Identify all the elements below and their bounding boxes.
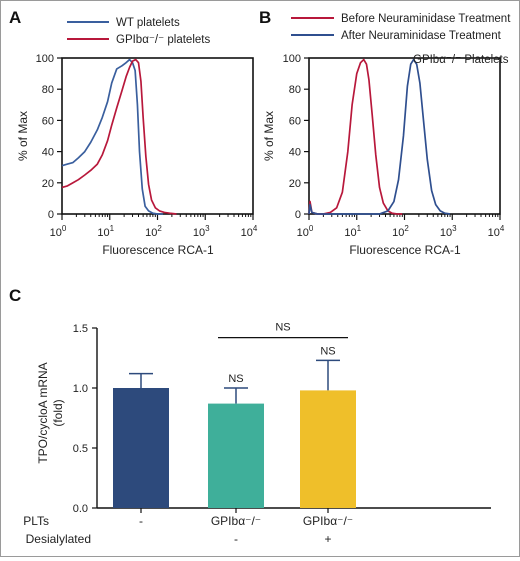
row-label-desialylated: Desialylated bbox=[26, 532, 91, 546]
panel-a-xtick-base-100: 10 bbox=[145, 227, 157, 239]
panel-c-ytick-label-2: 1.0 bbox=[73, 383, 88, 395]
panel-b-ytick-label-0: 0 bbox=[295, 209, 301, 221]
panel-letter-a: A bbox=[9, 8, 21, 27]
panel-a-xtick-exp-10: 1 bbox=[110, 224, 115, 233]
panel-a-ytick-label-60: 60 bbox=[42, 115, 54, 127]
row-label-plts: PLTs bbox=[23, 514, 49, 528]
panel-b-xtick-base-10000: 10 bbox=[488, 227, 500, 239]
legend-label-after: After Neuraminidase Treatment bbox=[341, 30, 502, 42]
panel-a-ytick-label-0: 0 bbox=[48, 209, 54, 221]
panel-c-sig-bracket-label: NS bbox=[275, 322, 290, 334]
panel-b-series-line-0 bbox=[308, 58, 403, 215]
panel-c-bar-0 bbox=[113, 388, 169, 508]
panel-c-ytick-label-3: 1.5 bbox=[73, 323, 88, 335]
panel-b-series bbox=[308, 58, 451, 215]
panel-b-xtick-label-1000: 103 bbox=[440, 224, 457, 239]
panel-b-xtick-exp-1: 0 bbox=[309, 224, 314, 233]
panel-c-plts-value-2: GPIbα⁻/⁻ bbox=[303, 514, 353, 528]
panel-a-ytick-label-20: 20 bbox=[42, 178, 54, 190]
legend-label-before: Before Neuraminidase Treatment bbox=[341, 13, 511, 25]
panel-a-ytick-label-100: 100 bbox=[36, 53, 54, 65]
panel-a-xtick-base-10000: 10 bbox=[241, 227, 253, 239]
panel-b-xtick-exp-1000: 3 bbox=[452, 224, 457, 233]
panel-b-xtick-label-100: 102 bbox=[392, 224, 409, 239]
panel-a-legend: WT platelets GPIbα⁻/⁻ platelets bbox=[67, 17, 210, 46]
panel-b-ylabel: % of Max bbox=[262, 111, 276, 161]
panel-c-plts-value-0: - bbox=[139, 514, 143, 528]
panel-a-xtick-label-10000: 104 bbox=[241, 224, 258, 239]
panel-c-ylabel-line1: TPO/cycloA mRNA bbox=[36, 362, 50, 463]
panel-b-legend: Before Neuraminidase Treatment After Neu… bbox=[291, 13, 511, 42]
panel-b-xtick-exp-10000: 4 bbox=[500, 224, 505, 233]
panel-c-sig-label-0: NS bbox=[228, 373, 243, 385]
panel-a-xtick-exp-10000: 4 bbox=[253, 224, 258, 233]
panel-b-xlabel: Fluorescence RCA-1 bbox=[349, 243, 461, 257]
panel-b-xtick-label-1: 100 bbox=[297, 224, 314, 239]
panel-a-xtick-label-1: 100 bbox=[50, 224, 67, 239]
panel-b-xtick-label-10000: 104 bbox=[488, 224, 505, 239]
panel-a-xtick-base-1000: 10 bbox=[193, 227, 205, 239]
panel-a-series bbox=[61, 58, 177, 215]
panel-a-xtick-base-10: 10 bbox=[97, 227, 109, 239]
panel-a-plot-frame bbox=[61, 57, 254, 215]
panel-b-xtick-base-1000: 10 bbox=[440, 227, 452, 239]
panel-a-xtick-exp-100: 2 bbox=[157, 224, 162, 233]
panel-a-xtick-label-100: 102 bbox=[145, 224, 162, 239]
panel-b-ytick-label-80: 80 bbox=[289, 84, 301, 96]
legend-label-gpib: GPIbα⁻/⁻ platelets bbox=[116, 34, 210, 46]
panel-c-desialylated-value-2: + bbox=[324, 532, 331, 546]
panel-c-sig-label-1: NS bbox=[320, 345, 335, 357]
panel-a-ylabel: % of Max bbox=[16, 111, 30, 161]
panel-b-series-line-1 bbox=[308, 58, 451, 215]
panel-a-ytick-label-40: 40 bbox=[42, 147, 54, 159]
panel-letter-c: C bbox=[9, 286, 21, 305]
panel-letter-b: B bbox=[259, 8, 271, 27]
panel-c-ytick-label-1: 0.5 bbox=[73, 443, 88, 455]
panel-c-bar-1 bbox=[208, 403, 264, 508]
panel-b-plot-frame bbox=[308, 57, 501, 215]
panel-b-ytick-label-40: 40 bbox=[289, 147, 301, 159]
panel-b-xtick-base-10: 10 bbox=[344, 227, 356, 239]
panel-a-series-line-0 bbox=[61, 58, 163, 215]
panel-a-xtick-exp-1000: 3 bbox=[205, 224, 210, 233]
panel-c-bar-chart: 0.0 0.5 1.0 1.5 - GPIbα⁻/⁻ - GPIbα⁻/⁻ + NS NS NS T… bbox=[23, 322, 491, 546]
panel-c-bar-2 bbox=[300, 390, 356, 508]
panel-c-plts-value-1: GPIbα⁻/⁻ bbox=[211, 514, 261, 528]
panel-b-ytick-label-100: 100 bbox=[283, 53, 301, 65]
panel-c-ylabel-line2: (fold) bbox=[51, 399, 65, 426]
panel-c-desialylated-value-1: - bbox=[234, 532, 238, 546]
panel-b-xtick-base-1: 10 bbox=[297, 227, 309, 239]
panel-b-xtick-base-100: 10 bbox=[392, 227, 404, 239]
panel-a-ytick-label-80: 80 bbox=[42, 84, 54, 96]
panel-b-xtick-exp-10: 1 bbox=[357, 224, 362, 233]
panel-b-xtick-exp-100: 2 bbox=[404, 224, 409, 233]
panel-b-ytick-label-20: 20 bbox=[289, 178, 301, 190]
panel-b-annotation: GPIbα⁻/⁻ Platelets bbox=[413, 54, 509, 66]
panel-a-xtick-base-1: 10 bbox=[50, 227, 62, 239]
panel-b-xtick-label-10: 101 bbox=[344, 224, 361, 239]
panel-a-xtick-label-1000: 103 bbox=[193, 224, 210, 239]
panel-b-ytick-label-60: 60 bbox=[289, 115, 301, 127]
panel-a-series-line-1 bbox=[61, 58, 177, 215]
panel-c-bars: - GPIbα⁻/⁻ - GPIbα⁻/⁻ + NS NS NS bbox=[113, 322, 356, 546]
panel-a-xtick-exp-1: 0 bbox=[62, 224, 67, 233]
panel-a-xlabel: Fluorescence RCA-1 bbox=[102, 243, 214, 257]
legend-label-wt: WT platelets bbox=[116, 17, 180, 29]
panel-a-xtick-label-10: 101 bbox=[97, 224, 114, 239]
panel-c-ytick-label-0: 0.0 bbox=[73, 503, 88, 515]
